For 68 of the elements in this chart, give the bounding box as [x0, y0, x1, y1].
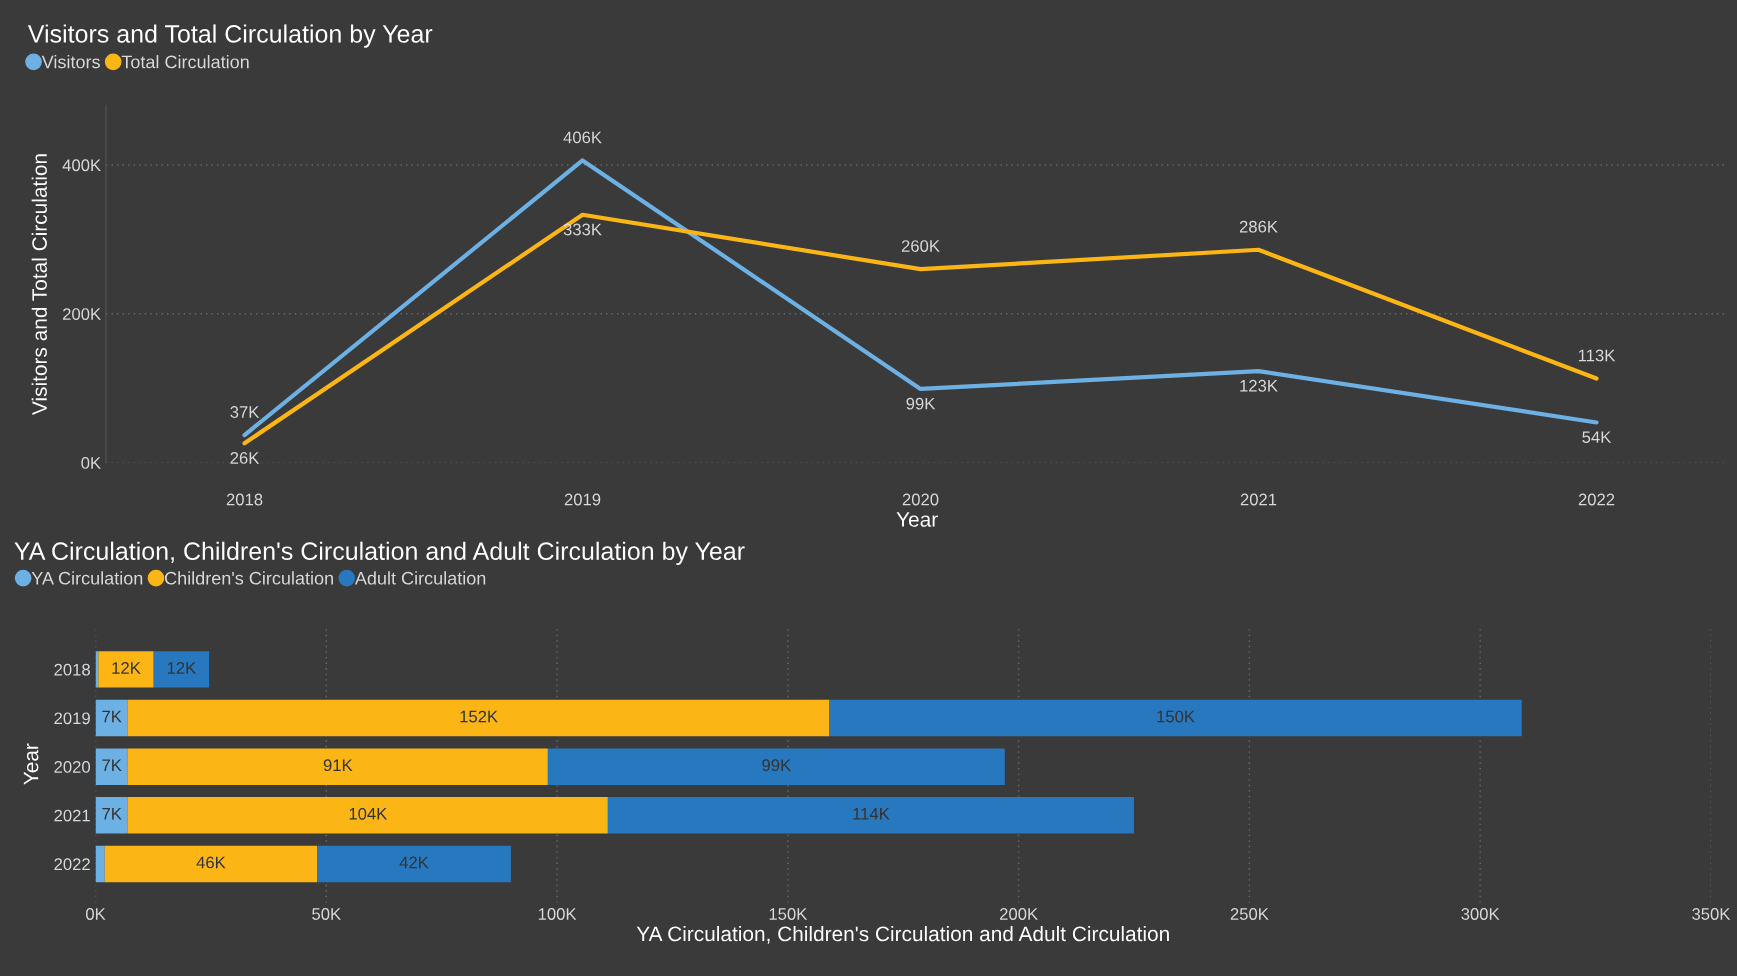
x-tick-label: 250K [1230, 908, 1269, 920]
bar [95, 699, 128, 737]
x-tick-label: 2021 [1240, 493, 1277, 506]
x-tick-label: 100K [538, 908, 577, 920]
legend-label: Adult Circulation [354, 571, 486, 585]
data-label: 333K [563, 223, 602, 236]
bar [95, 748, 128, 785]
data-label: 260K [901, 240, 940, 252]
data-label: 7K [102, 759, 122, 771]
data-label: 123K [1240, 379, 1278, 392]
bar [127, 699, 830, 737]
data-label: 114K [853, 808, 890, 820]
legend-label: Children's Circulation [165, 571, 333, 585]
chart-title: YA Circulation, Children's Circulation and Adult Circulation by Year [14, 541, 745, 565]
y-tick-label: 2018 [54, 663, 90, 676]
bar [104, 845, 318, 883]
data-label: 104K [349, 807, 388, 820]
data-label: 99K [762, 759, 791, 772]
x-tick-label: 300K [1461, 908, 1500, 920]
y-axis-title: Year [23, 743, 39, 785]
data-label: 12K [112, 662, 141, 674]
bar [95, 797, 128, 834]
data-label: 286K [1239, 220, 1278, 233]
data-label: 99K [906, 397, 936, 410]
chart-title: Visitors and Total Circulation by Year [27, 24, 433, 48]
bar [607, 797, 1135, 834]
x-axis-title: Year [896, 512, 938, 527]
data-label: 113K [1578, 349, 1616, 362]
legend-label: Visitors [41, 55, 100, 69]
data-label: 37K [230, 406, 260, 418]
data-label: 7K [102, 808, 122, 820]
data-label: 42K [399, 856, 429, 869]
bar [317, 845, 511, 883]
x-axis-title: YA Circulation, Children's Circulation and Adult Circulation [636, 925, 1169, 944]
data-label: 406K [563, 131, 602, 144]
data-label: 12K [167, 662, 197, 674]
y-tick-label: 400K [62, 159, 101, 172]
x-tick-label: 50K [312, 908, 341, 920]
x-tick-label: 2020 [902, 493, 939, 506]
y-tick-label: 2022 [54, 858, 90, 871]
y-axis-title: Visitors and Total Circulation [31, 154, 47, 415]
y-tick-label: 2020 [54, 761, 91, 773]
x-tick-label: 2018 [226, 493, 263, 506]
x-tick-label: 2022 [1578, 493, 1615, 506]
x-tick-label: 2019 [564, 493, 601, 506]
data-label: 152K [460, 710, 498, 723]
data-label: 7K [102, 710, 122, 723]
bar [98, 651, 154, 688]
data-label: 26K [230, 452, 260, 464]
data-label: 91K [323, 759, 353, 772]
bar [829, 699, 1522, 737]
bar [95, 845, 105, 883]
y-tick-label: 2021 [54, 809, 90, 822]
x-tick-label: 350K [1692, 908, 1731, 920]
bar [547, 748, 1005, 785]
data-label: 54K [1582, 431, 1612, 444]
data-label: 46K [196, 856, 226, 869]
y-tick-label: 200K [63, 308, 101, 320]
x-tick-label: 200K [1000, 908, 1038, 920]
data-label: 150K [1157, 710, 1195, 723]
bar [153, 651, 210, 688]
bar [127, 748, 548, 785]
legend-label: YA Circulation [31, 571, 143, 585]
y-tick-label: 2019 [54, 712, 90, 725]
y-tick-label: 0K [81, 457, 101, 469]
bar [127, 797, 608, 834]
legend-label: Total Circulation [121, 55, 249, 69]
x-tick-label: 150K [769, 908, 808, 920]
